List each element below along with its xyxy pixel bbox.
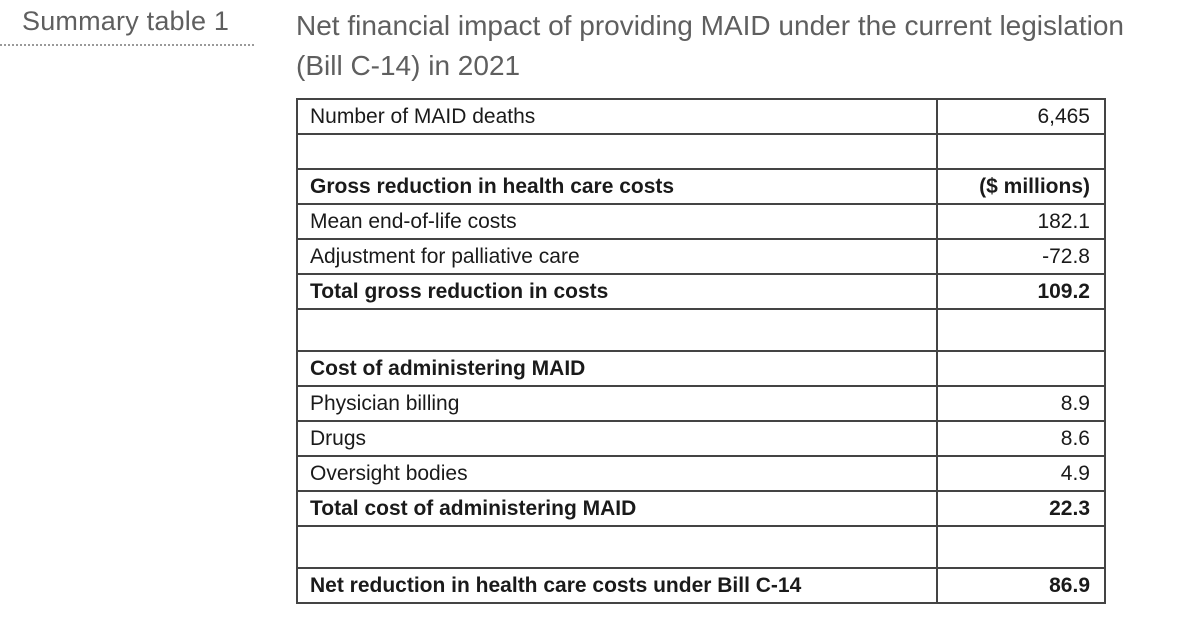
section-header-label: Gross reduction in health care costs bbox=[296, 168, 938, 205]
net-value: 86.9 bbox=[936, 567, 1106, 604]
section-header-row: Cost of administering MAID bbox=[296, 350, 1106, 387]
row-label: Physician billing bbox=[296, 385, 938, 422]
row-value: 6,465 bbox=[936, 98, 1106, 135]
total-value: 22.3 bbox=[936, 490, 1106, 527]
row-label: Drugs bbox=[296, 420, 938, 457]
spacer-row bbox=[296, 525, 1106, 569]
table-row: Physician billing 8.9 bbox=[296, 385, 1106, 422]
total-value: 109.2 bbox=[936, 273, 1106, 310]
table-row: Adjustment for palliative care -72.8 bbox=[296, 238, 1106, 275]
table-row: Mean end-of-life costs 182.1 bbox=[296, 203, 1106, 240]
table-title: Net financial impact of providing MAID u… bbox=[296, 10, 1124, 81]
row-value: -72.8 bbox=[936, 238, 1106, 275]
section-header-label: Cost of administering MAID bbox=[296, 350, 938, 387]
summary-table-label: Summary table 1 bbox=[22, 6, 230, 36]
row-value: 4.9 bbox=[936, 455, 1106, 492]
units-label: ($ millions) bbox=[936, 168, 1106, 205]
section-header-row: Gross reduction in health care costs ($ … bbox=[296, 168, 1106, 205]
total-label: Total cost of administering MAID bbox=[296, 490, 938, 527]
total-label: Total gross reduction in costs bbox=[296, 273, 938, 310]
table-row: Oversight bodies 4.9 bbox=[296, 455, 1106, 492]
row-value: 8.6 bbox=[936, 420, 1106, 457]
table-row: Drugs 8.6 bbox=[296, 420, 1106, 457]
net-label: Net reduction in health care costs under… bbox=[296, 567, 938, 604]
total-row: Total gross reduction in costs 109.2 bbox=[296, 273, 1106, 310]
spacer-row bbox=[296, 133, 1106, 170]
row-label: Oversight bodies bbox=[296, 455, 938, 492]
row-label: Number of MAID deaths bbox=[296, 98, 938, 135]
total-row: Total cost of administering MAID 22.3 bbox=[296, 490, 1106, 527]
row-value bbox=[936, 350, 1106, 387]
dotted-divider bbox=[0, 44, 254, 46]
summary-table: Number of MAID deaths 6,465 Gross reduct… bbox=[296, 98, 1106, 604]
spacer-row bbox=[296, 308, 1106, 352]
row-value: 182.1 bbox=[936, 203, 1106, 240]
row-label: Adjustment for palliative care bbox=[296, 238, 938, 275]
row-value: 8.9 bbox=[936, 385, 1106, 422]
row-label: Mean end-of-life costs bbox=[296, 203, 938, 240]
table-row: Number of MAID deaths 6,465 bbox=[296, 98, 1106, 135]
net-row: Net reduction in health care costs under… bbox=[296, 567, 1106, 604]
